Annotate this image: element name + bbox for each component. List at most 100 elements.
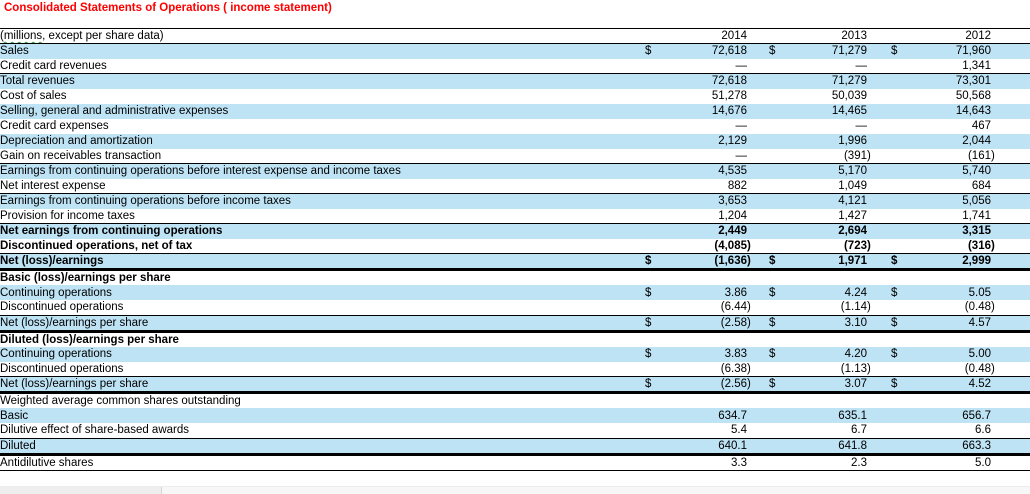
value-cell [667, 393, 747, 409]
currency-cell: $ [891, 285, 913, 300]
currency-cell [645, 28, 667, 44]
value-cell: 50,039 [831, 90, 867, 102]
row-label: Net (loss)/earnings [0, 253, 645, 271]
currency-cell [769, 178, 791, 194]
currency-cell [645, 89, 667, 104]
currency-cell [891, 238, 913, 254]
value-cell: 2,694 [791, 223, 867, 239]
value-cell: 51,278 [711, 90, 747, 102]
scrollbar-thumb[interactable] [0, 487, 162, 494]
row-label: Discontinued operations, net of tax [0, 238, 645, 254]
currency-cell [645, 178, 667, 194]
row-label: Diluted [0, 438, 645, 456]
value-cell: 2,449 [667, 223, 747, 239]
currency-cell [891, 208, 913, 224]
paren-cell [747, 423, 769, 439]
currency-cell: $ [769, 43, 791, 59]
value-cell: 2,129 [667, 133, 747, 149]
currency-cell [769, 300, 791, 316]
paren-cell [991, 178, 1030, 194]
paren-cell [747, 270, 769, 286]
row-label: Net (loss)/earnings per share [0, 315, 645, 333]
currency-cell [891, 163, 913, 179]
table-row: Continuing operations $3.83 $4.20 $5.00 [0, 346, 1030, 362]
currency-cell: $ [891, 43, 913, 59]
currency-cell [769, 119, 791, 134]
paren-cell [747, 346, 769, 362]
value-cell: (2.58 [667, 315, 747, 333]
paren-cell: ) [747, 376, 769, 394]
row-label: Antidilutive shares [0, 454, 645, 471]
value-cell: 2.3 [791, 454, 867, 471]
row-label: Net interest expense [0, 178, 645, 194]
currency-cell [645, 300, 667, 316]
paren-cell [747, 103, 769, 119]
table-row: Net (loss)/earnings $ (1,636) $1,971 $2,999 [0, 253, 1030, 271]
paren-cell [867, 193, 891, 209]
currency-cell [891, 89, 913, 104]
year-header-2014: 2014 [667, 28, 747, 44]
currency-cell [645, 193, 667, 209]
value-cell: 5,170 [791, 163, 867, 179]
currency-cell: $ [891, 346, 913, 362]
value-cell: 640.1 [667, 438, 747, 456]
paren-cell: ) [991, 361, 1030, 377]
horizontal-scrollbar[interactable] [0, 486, 1030, 494]
paren-cell: ) [867, 361, 891, 377]
currency-cell [891, 454, 913, 471]
paren-cell [991, 346, 1030, 362]
row-label: Basic (loss)/earnings per share [0, 272, 171, 284]
value-cell: — [735, 120, 748, 132]
currency-cell [891, 73, 913, 89]
table-row: Net (loss)/earnings per share $ (2.56) $3.0… [0, 376, 1030, 394]
paren-cell [991, 103, 1030, 119]
value-cell: 73,301 [913, 73, 991, 89]
value-cell [913, 270, 991, 286]
table-row: Depreciation and amortization 2,129 1,996 2… [0, 133, 1030, 149]
currency-cell [891, 408, 913, 423]
currency-cell [891, 223, 913, 239]
paren-cell [747, 163, 769, 179]
paren-cell [747, 438, 769, 456]
paren-cell [867, 408, 891, 423]
paren-cell [867, 253, 891, 271]
value-cell: (1,636 [667, 253, 747, 271]
value-cell: 663.3 [913, 438, 991, 456]
currency-cell: $ [891, 253, 913, 271]
value-cell: 634.7 [667, 408, 747, 423]
paren-cell [867, 119, 891, 134]
value-cell: 4,535 [667, 163, 747, 179]
paren-cell [747, 119, 769, 134]
row-label: Continuing operations [0, 346, 645, 362]
table-row: Diluted (loss)/earnings per share [0, 331, 1030, 347]
paren-cell: ) [991, 148, 1030, 164]
currency-cell [645, 438, 667, 456]
value-cell: 3.83 [667, 346, 747, 362]
currency-cell [769, 28, 791, 44]
paren-cell [867, 346, 891, 362]
currency-cell [769, 238, 791, 254]
table-row: Cost of sales 51,278 50,039 50,568 [0, 89, 1030, 104]
paren-cell: ) [991, 300, 1030, 316]
row-label: Dilutive effect of share-based awards [0, 423, 645, 439]
paren-cell: ) [991, 238, 1030, 254]
currency-cell [769, 223, 791, 239]
value-cell: 1,049 [791, 178, 867, 194]
value-cell: (0.48 [913, 300, 991, 316]
paren-cell [991, 208, 1030, 224]
currency-cell [769, 133, 791, 149]
year-header-2012: 2012 [913, 28, 991, 44]
row-label: Earnings from continuing operations befo… [0, 163, 645, 179]
paren-cell [867, 73, 891, 89]
value-cell: — [791, 58, 867, 74]
paren-cell [867, 58, 891, 74]
row-label: Continuing operations [0, 285, 645, 300]
currency-cell [769, 331, 791, 347]
currency-cell [645, 408, 667, 423]
value-cell [667, 270, 747, 286]
value-cell: 72,618 [667, 43, 747, 59]
currency-cell [645, 223, 667, 239]
currency-cell [645, 238, 667, 254]
value-cell: 4.20 [791, 346, 867, 362]
currency-cell [645, 103, 667, 119]
